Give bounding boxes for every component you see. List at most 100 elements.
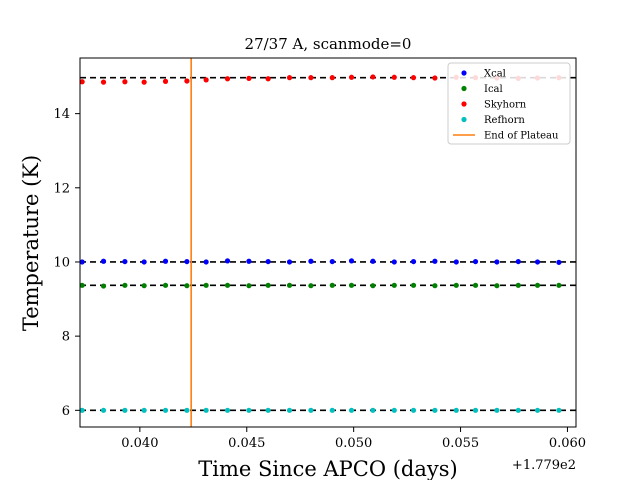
data-point-refhorn-20 (494, 407, 500, 413)
data-point-refhorn-19 (472, 407, 479, 413)
legend: Xcal Ical Skyhorn Refhorn End of Plateau (447, 62, 571, 145)
data-point-refhorn-1 (100, 407, 107, 413)
legend-box (447, 62, 571, 145)
data-point-refhorn-4 (162, 407, 169, 413)
legend-label: Skyhorn (484, 100, 527, 111)
legend-marker-skyhorn (461, 101, 467, 107)
data-point-ical-6 (203, 282, 209, 288)
data-point-skyhorn-14 (370, 74, 376, 80)
data-point-ical-9 (265, 282, 271, 288)
data-point-refhorn-14 (370, 407, 376, 413)
data-point-xcal-6 (203, 259, 209, 265)
ticks-layer: 0.040 0.045 0.050 0.055 0.060 6 8 10 12 14 (53, 107, 586, 451)
axes-frame (79, 57, 577, 428)
data-point-ical-23 (556, 282, 562, 288)
data-point-refhorn-17 (432, 407, 438, 413)
data-point-refhorn-22 (534, 407, 541, 413)
data-point-refhorn-2 (122, 407, 128, 413)
data-point-refhorn-3 (141, 407, 147, 413)
data-point-ical-0 (79, 282, 85, 288)
data-point-xcal-11 (308, 258, 314, 264)
x-tick-label: 0.060 (549, 436, 586, 451)
y-axis-label: Temperature (K) (19, 155, 43, 331)
legend-marker-ical (461, 85, 467, 92)
data-point-skyhorn-16 (410, 75, 417, 81)
data-point-skyhorn-6 (203, 77, 209, 83)
data-point-ical-13 (348, 282, 355, 288)
data-point-ical-4 (162, 282, 169, 288)
data-point-ical-1 (100, 283, 107, 289)
data-point-refhorn-0 (79, 407, 85, 413)
data-point-refhorn-18 (453, 407, 459, 413)
legend-marker-refhorn (461, 116, 467, 123)
data-point-ical-5 (184, 283, 190, 289)
data-point-xcal-20 (494, 259, 500, 265)
data-point-xcal-19 (472, 258, 479, 265)
x-tick-label: 0.040 (121, 436, 158, 451)
y-tick-label: 12 (53, 181, 70, 196)
data-point-ical-14 (370, 283, 376, 289)
data-point-ical-22 (534, 282, 541, 288)
data-point-skyhorn-7 (224, 76, 231, 82)
data-point-refhorn-10 (286, 407, 293, 413)
x-tick-label: 0.055 (442, 436, 479, 451)
data-point-xcal-17 (432, 258, 438, 264)
data-point-refhorn-16 (410, 407, 417, 413)
data-point-refhorn-12 (329, 407, 335, 413)
data-point-xcal-8 (246, 258, 252, 264)
data-point-skyhorn-9 (265, 76, 271, 82)
data-point-xcal-2 (122, 258, 128, 265)
legend-label: Ical (484, 84, 503, 95)
data-point-refhorn-21 (515, 407, 521, 413)
chart-title: 27/37 A, scanmode=0 (245, 35, 412, 53)
y-tick-label: 10 (53, 255, 70, 270)
data-point-xcal-16 (410, 258, 417, 265)
data-point-skyhorn-2 (122, 79, 128, 85)
data-point-skyhorn-13 (348, 74, 355, 80)
data-point-refhorn-23 (556, 407, 562, 413)
y-tick-label: 14 (53, 107, 70, 122)
data-point-xcal-3 (141, 259, 147, 265)
data-point-xcal-10 (286, 259, 293, 265)
data-point-ical-21 (515, 282, 521, 288)
data-point-xcal-14 (370, 258, 376, 264)
data-point-skyhorn-17 (432, 75, 438, 81)
data-point-ical-17 (432, 283, 438, 289)
data-point-xcal-21 (515, 258, 521, 265)
data-point-ical-16 (410, 282, 417, 288)
data-point-ical-19 (472, 282, 479, 288)
data-point-refhorn-9 (265, 407, 271, 413)
data-point-skyhorn-15 (391, 74, 397, 80)
data-point-xcal-7 (224, 258, 231, 264)
data-point-xcal-23 (556, 259, 562, 265)
legend-label: Xcal (484, 69, 506, 80)
y-tick-label: 6 (62, 404, 70, 419)
data-point-ical-15 (391, 282, 397, 288)
data-point-xcal-18 (453, 259, 459, 265)
data-point-refhorn-13 (348, 407, 355, 413)
data-point-refhorn-5 (184, 407, 190, 413)
data-point-skyhorn-8 (246, 75, 252, 81)
legend-label: Refhorn (484, 115, 525, 126)
data-point-refhorn-8 (246, 407, 252, 413)
data-point-xcal-22 (534, 259, 541, 265)
data-point-xcal-15 (391, 259, 397, 265)
data-point-ical-11 (308, 283, 314, 289)
data-point-skyhorn-4 (162, 78, 169, 84)
legend-label: End of Plateau (484, 131, 559, 142)
data-point-ical-2 (122, 282, 128, 288)
data-point-skyhorn-10 (286, 75, 293, 81)
x-axis-label: Time Since APCO (days) (198, 457, 457, 480)
data-point-ical-18 (453, 282, 459, 288)
data-point-xcal-4 (162, 258, 169, 264)
data-point-xcal-5 (184, 258, 190, 265)
data-point-skyhorn-3 (141, 79, 147, 85)
data-point-xcal-1 (100, 258, 107, 264)
data-point-refhorn-6 (203, 407, 209, 413)
y-tick-label: 8 (62, 330, 70, 345)
data-point-xcal-12 (329, 258, 335, 265)
data-point-skyhorn-1 (100, 79, 107, 85)
legend-marker-xcal (461, 70, 467, 76)
data-point-ical-8 (246, 283, 252, 289)
